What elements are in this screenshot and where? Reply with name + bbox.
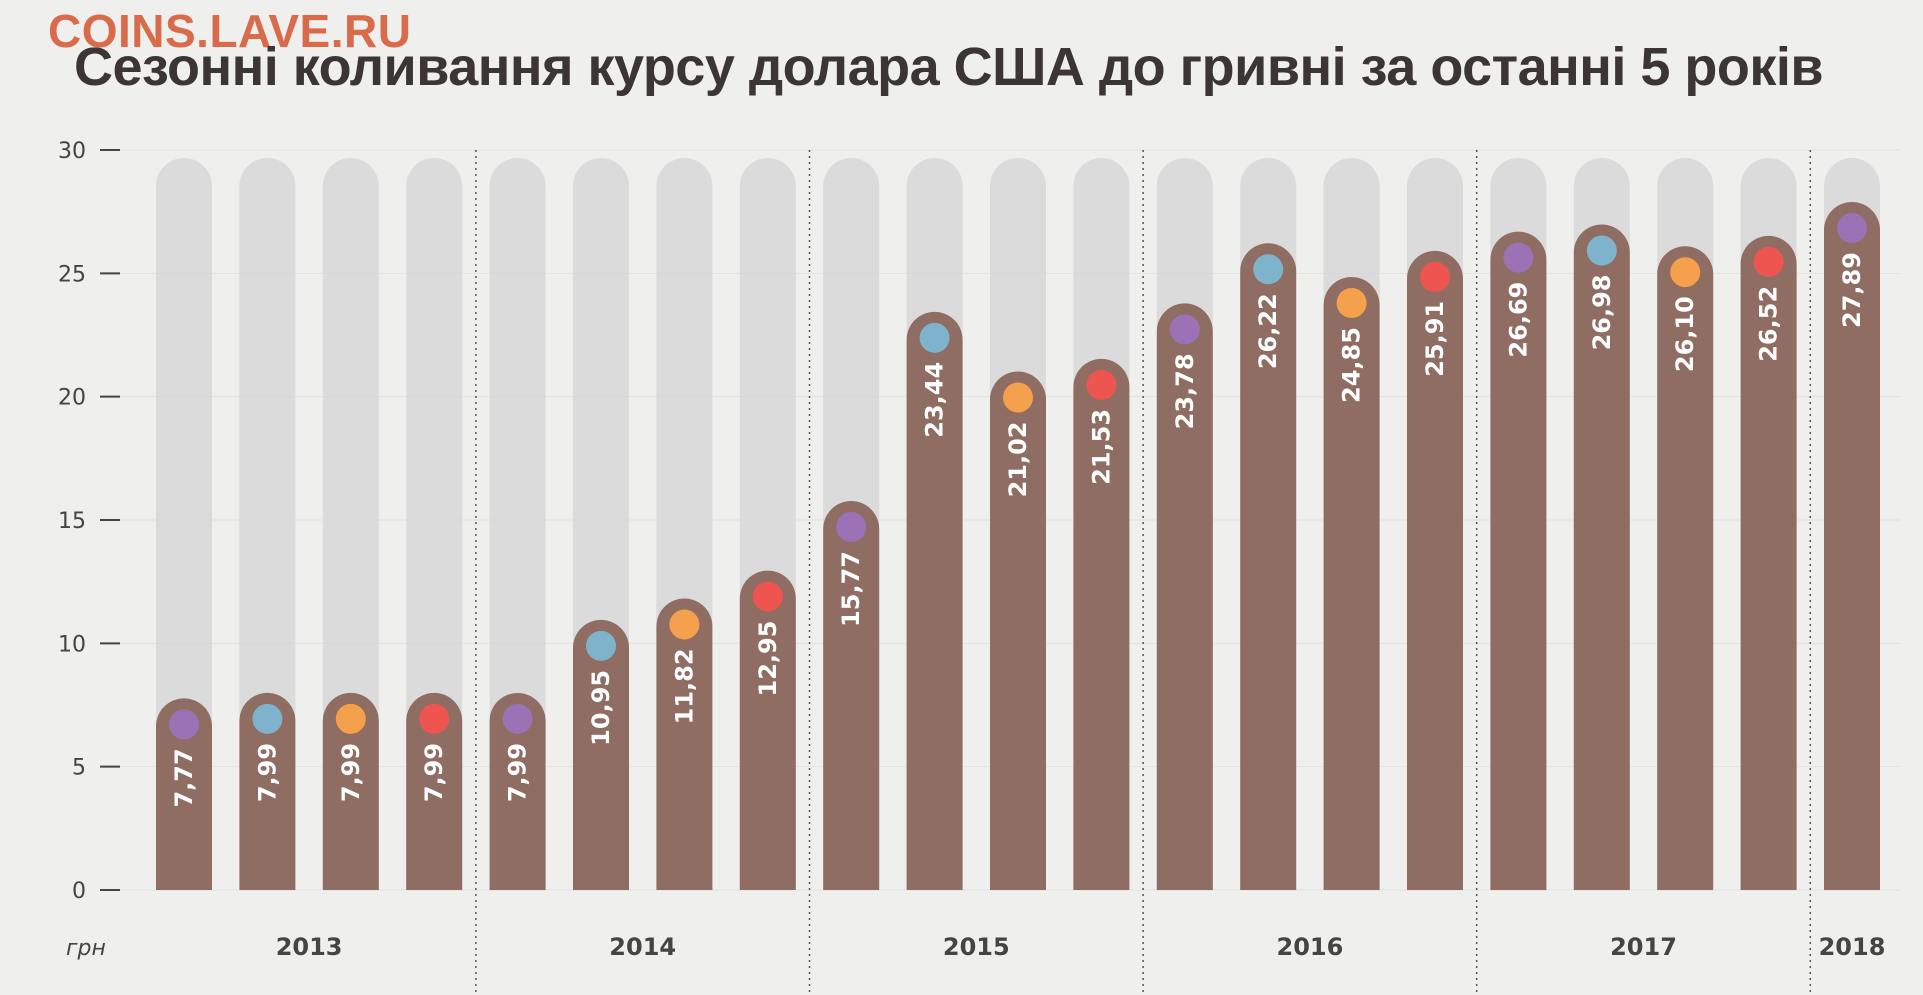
x-group-label: 2014 — [609, 933, 676, 961]
y-tick-label: 10 — [58, 632, 86, 657]
bar — [906, 311, 963, 890]
y-tick-label: 30 — [58, 139, 86, 164]
bar-value-label: 7,99 — [253, 743, 281, 802]
quarter-dot — [252, 703, 283, 734]
quarter-dot — [1837, 213, 1867, 244]
x-group-label: 2017 — [1610, 933, 1677, 961]
bar — [990, 371, 1046, 890]
bar — [656, 598, 713, 890]
bar — [1573, 224, 1630, 890]
bar — [239, 692, 296, 890]
bar-value-label: 7,99 — [420, 743, 448, 802]
quarter-dot — [1336, 288, 1367, 319]
y-axis: 0 5 10 15 20 25 30 — [58, 139, 120, 904]
quarter-dot — [919, 322, 950, 353]
quarter-dot — [169, 709, 199, 740]
bar-value-label: 21,02 — [1004, 422, 1032, 498]
bar — [1323, 277, 1380, 890]
y-tick-label: 15 — [58, 509, 86, 534]
quarter-dot — [335, 703, 366, 734]
quarter-dot — [1503, 242, 1534, 273]
bar — [1490, 231, 1547, 890]
y-tick-label: 0 — [72, 879, 86, 904]
watermark-text: COINS.LAVE.RU — [48, 5, 412, 57]
chart-title: Сезонні коливання курсу долара США до гр… — [74, 37, 1824, 97]
quarter-dot — [419, 703, 450, 734]
bar-value-label: 15,77 — [837, 551, 865, 627]
bar — [1407, 250, 1463, 891]
quarter-dot — [1086, 369, 1117, 400]
quarter-dot — [669, 609, 700, 640]
x-group-label: 2016 — [1277, 933, 1344, 961]
bar — [1740, 235, 1797, 891]
bar-value-label: 26,10 — [1671, 296, 1699, 372]
bar-value-label: 26,52 — [1755, 286, 1783, 362]
bar — [1824, 202, 1880, 890]
quarter-dot — [1670, 257, 1701, 288]
bar — [739, 570, 796, 890]
bar-value-label: 10,95 — [587, 670, 615, 746]
bar — [1240, 243, 1297, 891]
y-tick-label: 5 — [72, 756, 86, 781]
bar-value-label: 23,44 — [921, 362, 949, 438]
bar-value-label: 7,99 — [504, 743, 532, 802]
bar-value-label: 23,78 — [1171, 353, 1199, 429]
bar — [322, 692, 379, 890]
quarter-dot — [1420, 261, 1450, 292]
bar-value-label: 26,22 — [1254, 293, 1282, 369]
unit-label: грн — [66, 936, 106, 961]
bar — [823, 501, 880, 890]
quarter-dot — [1253, 254, 1284, 285]
quarter-dot — [836, 512, 867, 543]
bar — [573, 619, 629, 890]
quarter-dot — [1586, 235, 1617, 266]
bar-value-label: 25,91 — [1421, 301, 1449, 377]
bar-value-label: 24,85 — [1338, 327, 1366, 403]
quarter-dot — [1169, 314, 1200, 345]
bar — [156, 698, 212, 890]
quarter-dot — [586, 630, 616, 661]
bars: 7,77 7,99 7,99 7,99 7,99 10,95 11,82 12,95 15,77… — [156, 202, 1880, 891]
x-group-label: 2015 — [943, 933, 1010, 961]
bar-value-label: 11,82 — [670, 648, 698, 724]
bar — [406, 692, 463, 890]
bar — [1657, 246, 1714, 891]
quarter-dot — [1753, 246, 1784, 277]
x-axis: 2013 2014 2015 2016 2017 2018 грн — [66, 933, 1885, 961]
bar-value-label: 12,95 — [754, 621, 782, 697]
quarter-dot — [752, 581, 783, 612]
quarter-dot — [502, 703, 533, 734]
y-tick-label: 20 — [58, 386, 86, 411]
y-tick-label: 25 — [58, 262, 86, 287]
bar-value-label: 21,53 — [1087, 409, 1115, 485]
x-group-label: 2013 — [276, 933, 343, 961]
bar-value-label: 7,99 — [337, 743, 365, 802]
bar — [1073, 358, 1130, 890]
bar-value-label: 26,69 — [1504, 282, 1532, 358]
bar-value-label: 26,98 — [1588, 274, 1616, 350]
quarter-dot — [1003, 382, 1033, 413]
bar — [1156, 303, 1213, 891]
bar — [489, 692, 546, 890]
bar-value-label: 7,77 — [170, 748, 198, 807]
x-group-label: 2018 — [1819, 933, 1886, 961]
bar-value-label: 27,89 — [1838, 252, 1866, 328]
